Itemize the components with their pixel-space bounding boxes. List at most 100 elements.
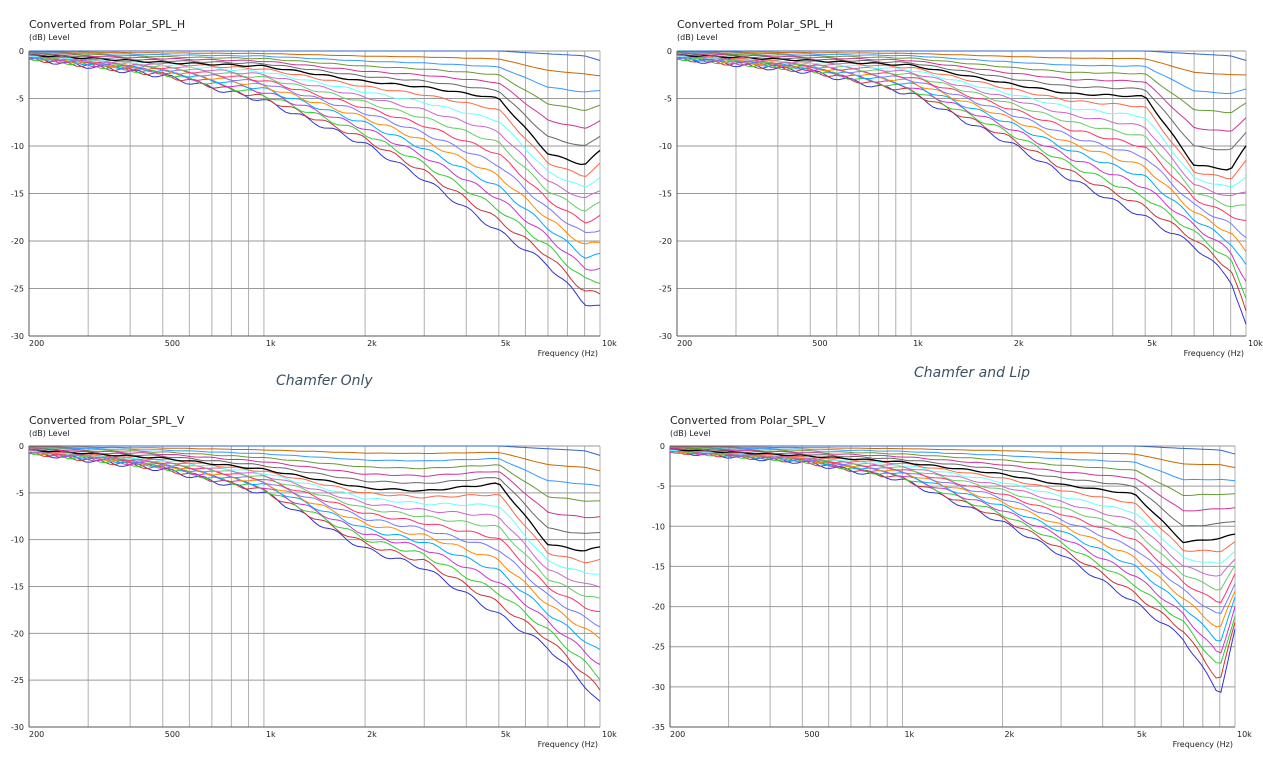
x-axis-label: Frequency (Hz) xyxy=(538,740,598,749)
series-line xyxy=(676,55,1247,312)
y-tick-label: -20 xyxy=(11,629,24,638)
series-line xyxy=(28,53,601,129)
chart-panel-1: Converted from Polar_SPL_H (dB) Level 0 -… xyxy=(0,0,632,368)
chart-plot: 0 -5 -10 -15 -20 -25 -30 -35 200 500 1k 2k 5k 10k Freq… xyxy=(652,442,1252,749)
series-line xyxy=(28,452,601,680)
series-line xyxy=(676,52,1247,132)
series-line xyxy=(28,56,601,307)
x-tick-label: 200 xyxy=(677,339,692,348)
chart-plot: 0 -5 -10 -15 -20 -25 -30 200 500 1k 2k 5k 10k Frequen… xyxy=(659,47,1263,358)
series-line xyxy=(28,449,601,564)
series-line xyxy=(669,449,1236,604)
x-tick-label: 1k xyxy=(904,730,914,739)
y-tick-label: -10 xyxy=(652,522,665,531)
series-line xyxy=(676,51,1246,76)
series-line xyxy=(676,53,1247,171)
series-line xyxy=(676,54,1247,180)
series-line xyxy=(28,446,601,487)
y-tick-label: -20 xyxy=(659,237,672,246)
y-tick-label: -20 xyxy=(11,237,24,246)
y-tick-label: -25 xyxy=(11,676,24,685)
series-line xyxy=(28,449,601,651)
series-line xyxy=(669,449,1236,693)
x-tick-label: 500 xyxy=(812,339,827,348)
series-line xyxy=(669,448,1236,577)
series-line xyxy=(669,449,1236,654)
series-line xyxy=(676,54,1247,208)
series-line xyxy=(29,445,601,456)
series-line xyxy=(28,450,601,702)
x-tick-label: 5k xyxy=(1137,730,1147,739)
x-tick-label: 2k xyxy=(1014,339,1024,348)
x-tick-label: 200 xyxy=(670,730,685,739)
series-line xyxy=(28,448,601,534)
series-line xyxy=(676,55,1247,252)
y-tick-label: 0 xyxy=(667,47,672,56)
chart-title: Converted from Polar_SPL_H xyxy=(677,18,834,31)
caption-chamfer-and-lip: Chamfer and Lip xyxy=(914,365,1030,381)
x-axis-label: Frequency (Hz) xyxy=(1173,740,1233,749)
y-tick-label: -20 xyxy=(652,603,665,612)
series-line xyxy=(29,447,600,502)
y-tick-label: 0 xyxy=(660,442,665,451)
series-line xyxy=(669,447,1236,544)
series-line xyxy=(669,447,1236,512)
series-line xyxy=(28,55,601,188)
y-tick-label: -5 xyxy=(657,482,665,491)
chart-title: Converted from Polar_SPL_V xyxy=(29,414,185,427)
series-line xyxy=(28,449,601,640)
x-tick-label: 1k xyxy=(266,730,276,739)
series-line xyxy=(28,55,601,259)
series-line xyxy=(669,449,1236,564)
series-line xyxy=(676,56,1247,282)
series-line xyxy=(28,51,601,77)
x-tick-label: 2k xyxy=(367,730,377,739)
y-unit-label: (dB) Level xyxy=(29,33,70,42)
x-tick-label: 10k xyxy=(1237,730,1252,739)
x-tick-label: 500 xyxy=(165,730,180,739)
chart-plot: 0 -5 -10 -15 -20 -25 -30 200 500 1k 2k 5k 10k Frequen… xyxy=(11,442,617,749)
series-line xyxy=(669,448,1236,591)
y-tick-label: -5 xyxy=(664,95,672,104)
y-unit-label: (dB) Level xyxy=(677,33,718,42)
x-tick-label: 5k xyxy=(1147,339,1157,348)
series-line xyxy=(28,448,601,552)
y-tick-label: -5 xyxy=(16,489,24,498)
series-line xyxy=(28,449,601,691)
x-tick-label: 500 xyxy=(165,339,180,348)
chart-panel-4: Converted from Polar_SPL_V (dB) Level 0 -… xyxy=(632,405,1263,768)
series-line xyxy=(28,56,601,234)
series-line xyxy=(669,449,1236,679)
series-line xyxy=(28,55,601,245)
y-tick-label: 0 xyxy=(19,47,24,56)
x-tick-label: 2k xyxy=(1005,730,1015,739)
series-line xyxy=(676,52,1247,114)
y-tick-label: -25 xyxy=(652,643,665,652)
series-line xyxy=(669,446,1236,468)
y-tick-label: -25 xyxy=(659,285,672,294)
series-line xyxy=(676,54,1247,196)
x-tick-label: 10k xyxy=(602,730,617,739)
y-tick-label: -15 xyxy=(659,190,672,199)
series-line xyxy=(669,446,1236,496)
x-tick-label: 500 xyxy=(804,730,819,739)
y-tick-label: 0 xyxy=(19,442,24,451)
y-tick-label: -10 xyxy=(11,142,24,151)
series-line xyxy=(28,52,601,111)
x-axis-label: Frequency (Hz) xyxy=(538,349,598,358)
series-line xyxy=(676,55,1247,221)
chart-panel-3: Converted from Polar_SPL_V (dB) Level 0 -… xyxy=(0,405,632,768)
chart-title: Converted from Polar_SPL_V xyxy=(670,414,826,427)
y-tick-label: -10 xyxy=(11,536,24,545)
series-line xyxy=(28,448,601,519)
series-line xyxy=(28,54,601,212)
x-tick-label: 10k xyxy=(602,339,617,348)
y-tick-label: -30 xyxy=(11,723,24,732)
series-line xyxy=(676,56,1247,239)
y-tick-label: -25 xyxy=(11,285,24,294)
series-line xyxy=(676,51,1247,95)
series-line xyxy=(676,55,1247,265)
y-tick-label: -15 xyxy=(11,190,24,199)
series-line xyxy=(669,448,1236,553)
series-line xyxy=(28,53,601,146)
